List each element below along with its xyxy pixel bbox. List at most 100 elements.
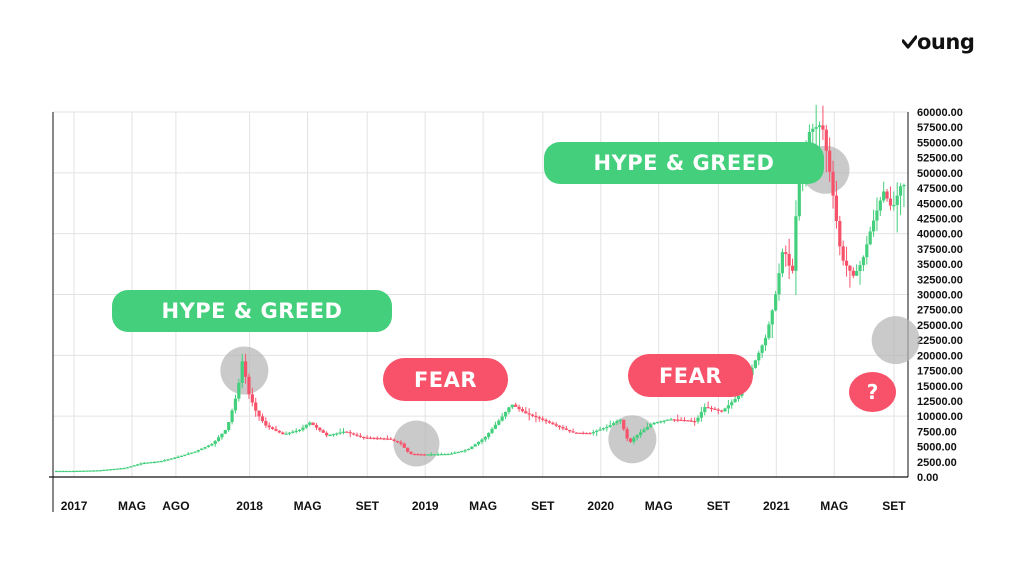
candle-body xyxy=(183,454,187,456)
candle-body xyxy=(875,210,879,221)
candle-body xyxy=(166,459,170,461)
candle-body xyxy=(571,431,575,433)
candle-body xyxy=(92,470,96,472)
candle-body xyxy=(422,454,427,456)
candle-body xyxy=(871,220,876,232)
candle-body xyxy=(774,294,778,311)
candle-body xyxy=(200,448,204,451)
y-tick-label: 50000.00 xyxy=(917,168,963,180)
candle-body xyxy=(652,422,656,425)
x-tick-label: 2018 xyxy=(236,499,263,513)
candle-body xyxy=(527,413,531,415)
candle-body xyxy=(649,424,653,427)
candle-body xyxy=(210,443,214,446)
candle-body xyxy=(662,420,666,422)
candle-body xyxy=(551,422,555,425)
candle-body xyxy=(473,444,477,447)
candle-body xyxy=(81,470,86,472)
highlight-circle xyxy=(871,316,920,365)
candle-body xyxy=(541,418,545,420)
candle-body xyxy=(368,437,373,439)
candle-body xyxy=(102,469,106,472)
candle-body xyxy=(372,437,376,440)
candle-body xyxy=(433,454,437,456)
candle-body xyxy=(831,171,835,196)
x-tick-label: MAG xyxy=(118,499,146,513)
x-tick-label: SET xyxy=(356,499,380,513)
candle-body xyxy=(341,431,346,433)
candle-body xyxy=(645,426,649,430)
candle-body xyxy=(787,254,791,266)
candle-body xyxy=(206,445,211,448)
x-tick-label: 2017 xyxy=(61,499,88,513)
x-tick-label: MAG xyxy=(820,499,848,513)
candle-body xyxy=(426,454,430,456)
x-tick-label: 2020 xyxy=(587,499,614,513)
candle-body xyxy=(409,451,413,454)
candle-body xyxy=(476,441,481,445)
candle-body xyxy=(213,440,217,444)
candle-body xyxy=(777,273,781,295)
y-tick-label: 57500.00 xyxy=(917,122,963,134)
candle-body xyxy=(838,220,842,247)
x-tick-label: SET xyxy=(882,499,906,513)
y-tick-label: 47500.00 xyxy=(917,183,963,195)
candle-body xyxy=(230,410,234,423)
y-tick-label: 42500.00 xyxy=(917,213,963,225)
y-tick-label: 52500.00 xyxy=(917,153,963,165)
y-tick-label: 10000.00 xyxy=(917,411,963,423)
check-y-icon xyxy=(902,34,917,49)
candle-body xyxy=(264,421,268,426)
candle-body xyxy=(622,419,626,430)
candle-body xyxy=(58,470,62,473)
candle-body xyxy=(453,452,457,454)
candle-body xyxy=(642,429,646,433)
candle-body xyxy=(463,450,467,452)
candle-body xyxy=(436,454,440,456)
candle-body xyxy=(902,185,906,187)
candle-body xyxy=(868,231,872,245)
y-tick-label: 30000.00 xyxy=(917,290,963,302)
candle-body xyxy=(851,270,855,276)
candle-body xyxy=(355,434,359,436)
candle-body xyxy=(757,352,761,361)
candle-body xyxy=(514,404,518,407)
candle-body xyxy=(345,431,349,433)
candle-body xyxy=(780,252,785,274)
candle-body xyxy=(655,422,660,424)
candle-body xyxy=(676,419,680,421)
candle-body xyxy=(760,345,764,353)
candle-body xyxy=(628,438,633,442)
candle-body xyxy=(564,428,568,430)
candle-body xyxy=(858,265,862,271)
candle-body xyxy=(666,419,670,421)
y-axis: 0.00 2500.00 5000.00 7500.00 10000.00 12500.0… xyxy=(917,107,963,484)
candle-body xyxy=(186,453,190,455)
candle-body xyxy=(304,424,308,428)
candle-body xyxy=(601,428,606,430)
candle-body xyxy=(730,402,734,406)
candle-body xyxy=(672,419,676,421)
candle-body xyxy=(348,432,352,434)
candle-body xyxy=(270,427,275,429)
y-tick-label: 55000.00 xyxy=(917,137,963,149)
candle-body xyxy=(682,420,687,422)
candle-body xyxy=(888,198,893,206)
candle-body xyxy=(119,468,123,470)
candle-body xyxy=(517,406,521,410)
y-tick-label: 22500.00 xyxy=(917,335,963,347)
candle-body xyxy=(490,428,494,433)
candle-body xyxy=(493,424,498,429)
candle-body xyxy=(770,310,774,325)
candlesticks xyxy=(54,104,906,473)
candle-body xyxy=(861,257,866,266)
candle-body xyxy=(497,420,501,425)
candle-body xyxy=(112,468,116,471)
candle-body xyxy=(568,429,572,432)
y-tick-label: 5000.00 xyxy=(917,442,957,454)
candle-body xyxy=(216,437,221,441)
candle-body xyxy=(412,453,416,456)
candle-body xyxy=(547,421,552,423)
candle-body xyxy=(318,427,322,431)
candle-body xyxy=(260,416,265,422)
